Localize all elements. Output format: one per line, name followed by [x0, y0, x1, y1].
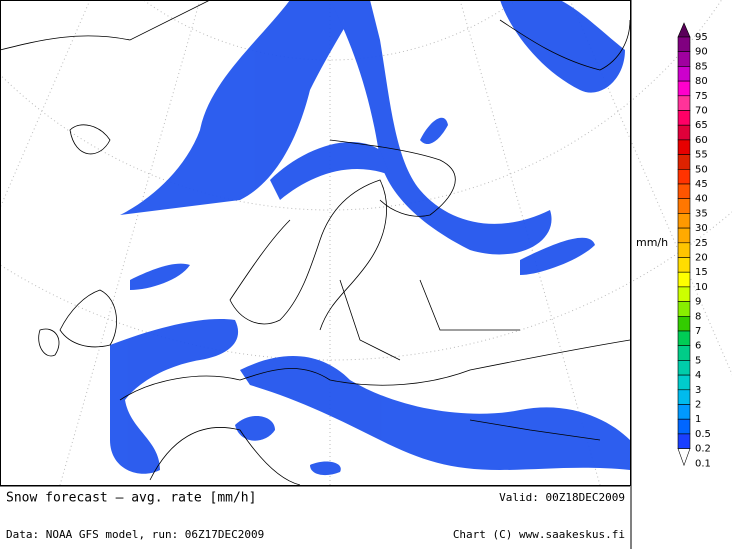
- legend-label: 60: [695, 135, 708, 146]
- legend-swatch: [677, 227, 691, 244]
- legend-label: 50: [695, 164, 708, 175]
- legend-swatch: [677, 183, 691, 199]
- legend-swatch: [677, 213, 691, 229]
- legend-swatch: [677, 389, 691, 405]
- legend-swatch: [677, 198, 691, 214]
- legend-swatch: [677, 80, 691, 97]
- legend-label: 8: [695, 311, 701, 322]
- valid-time: Valid: 00Z18DEC2009: [499, 491, 625, 504]
- legend-label: 6: [695, 341, 701, 352]
- legend-swatch: [677, 169, 691, 185]
- title: Snow forecast – avg. rate [mm/h]: [6, 491, 256, 506]
- legend-swatch: [677, 66, 691, 82]
- legend-label: 90: [695, 47, 708, 58]
- legend-swatch: [677, 124, 691, 141]
- legend-swatch: [677, 433, 691, 449]
- coastlines: [0, 0, 631, 486]
- legend-label: 80: [695, 76, 708, 87]
- legend-label: 95: [695, 32, 708, 43]
- legend-label: 20: [695, 253, 708, 264]
- legend-label: 70: [695, 106, 708, 117]
- legend-swatch: [677, 418, 691, 435]
- legend-swatch: [677, 36, 691, 52]
- legend-label: 5: [695, 355, 701, 366]
- legend-swatch: [677, 51, 691, 67]
- legend-label: 45: [695, 179, 708, 190]
- legend: 9590858075706560555045403530252015109876…: [677, 22, 711, 469]
- legend-swatch: [677, 139, 691, 155]
- legend-swatch: [677, 271, 691, 288]
- legend-label: 10: [695, 282, 708, 293]
- legend-swatch: [677, 330, 691, 346]
- map: [0, 0, 732, 486]
- legend-arrow: [677, 448, 691, 467]
- legend-label: 7: [695, 326, 701, 337]
- legend-swatch: [677, 110, 691, 126]
- legend-unit: mm/h: [636, 236, 668, 249]
- legend-swatch: [677, 286, 691, 302]
- legend-label: 9: [695, 297, 701, 308]
- credit: Chart (C) www.saakeskus.fi: [453, 528, 625, 541]
- legend-label: 35: [695, 208, 708, 219]
- legend-swatch: [677, 95, 691, 111]
- legend-label: 15: [695, 267, 708, 278]
- snow-areas: [110, 0, 630, 476]
- data-source: Data: NOAA GFS model, run: 06Z17DEC2009: [6, 528, 264, 541]
- legend-swatch: [677, 345, 691, 361]
- legend-swatch: [677, 242, 691, 258]
- legend-label: 1: [695, 414, 701, 425]
- legend-label: 2: [695, 400, 701, 411]
- legend-label: 4: [695, 370, 701, 381]
- legend-swatch: [677, 154, 691, 170]
- legend-label: 0.2: [695, 444, 711, 455]
- legend-label: 0.1: [695, 458, 711, 469]
- legend-swatch: [677, 301, 691, 317]
- legend-swatch: [677, 374, 691, 391]
- legend-swatch: [677, 360, 691, 376]
- legend-label: 65: [695, 120, 708, 131]
- legend-swatch: [677, 257, 691, 273]
- legend-label: 75: [695, 91, 708, 102]
- legend-label: 85: [695, 61, 708, 72]
- legend-label: 55: [695, 150, 708, 161]
- legend-label: 25: [695, 238, 708, 249]
- legend-label: 30: [695, 223, 708, 234]
- legend-label: 0.5: [695, 429, 711, 440]
- legend-swatch: [677, 404, 691, 420]
- legend-label: 40: [695, 194, 708, 205]
- legend-label: 3: [695, 385, 701, 396]
- legend-swatch: [677, 315, 691, 332]
